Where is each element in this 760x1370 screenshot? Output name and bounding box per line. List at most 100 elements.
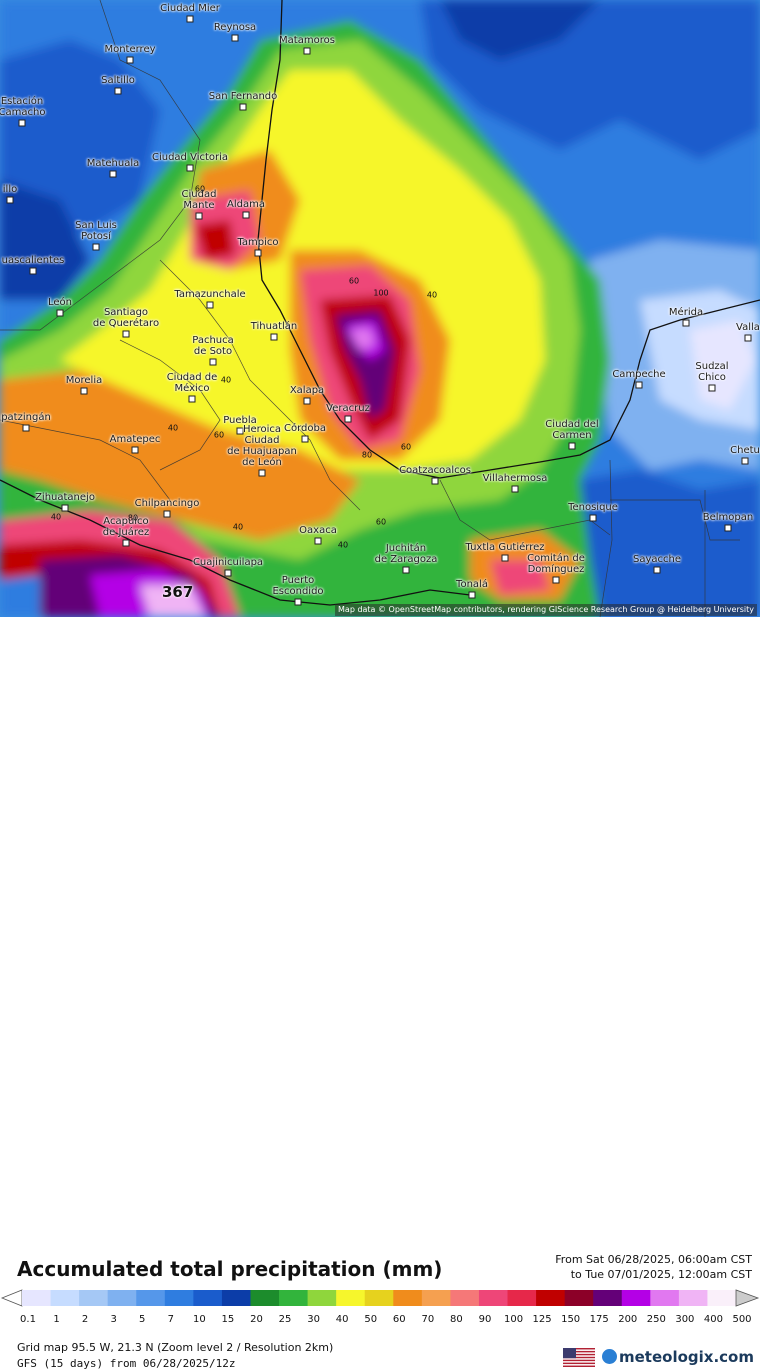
- city-marker: [224, 569, 232, 577]
- scale-tick-label: 7: [167, 1314, 174, 1325]
- city-marker: [258, 469, 266, 477]
- city-marker: [708, 384, 716, 392]
- city-label: Morelia: [65, 375, 103, 386]
- scale-tick-label: 175: [589, 1314, 609, 1325]
- city-label: Xalapa: [289, 385, 325, 396]
- city-marker: [236, 427, 244, 435]
- city-marker: [126, 56, 134, 64]
- city-marker: [56, 309, 64, 317]
- scale-swatch: [250, 1290, 280, 1306]
- contour-label: 40: [426, 290, 438, 300]
- scale-swatch: [221, 1290, 251, 1306]
- scale-swatch: [564, 1290, 594, 1306]
- period-to: to Tue 07/01/2025, 12:00am CST: [570, 1268, 752, 1281]
- city-marker: [122, 330, 130, 338]
- period-from: From Sat 06/28/2025, 06:00am CST: [555, 1253, 752, 1266]
- scale-tick-label: 15: [221, 1314, 235, 1325]
- city-label: Pachuca de Soto: [192, 335, 234, 357]
- city-marker: [682, 319, 690, 327]
- grid-info: Grid map 95.5 W, 21.3 N (Zoom level 2 / …: [17, 1341, 334, 1354]
- scale-swatch: [536, 1290, 566, 1306]
- scale-swatch: [336, 1290, 366, 1306]
- city-marker: [653, 566, 661, 574]
- city-label: uascalientes: [1, 255, 65, 266]
- city-marker: [29, 267, 37, 275]
- scale-tick-label: 20: [250, 1314, 263, 1325]
- city-label: Acapulco de Juárez: [102, 516, 150, 538]
- city-marker: [724, 524, 732, 532]
- scale-tick-label: 3: [110, 1314, 117, 1325]
- scale-low-arrow: [0, 1289, 23, 1307]
- precipitation-field: [0, 0, 760, 617]
- contour-label: 40: [220, 375, 232, 385]
- city-marker: [109, 170, 117, 178]
- scale-tick-label: 1: [53, 1314, 60, 1325]
- city-marker: [303, 397, 311, 405]
- map-attribution[interactable]: Map data © OpenStreetMap contributors, r…: [335, 604, 757, 616]
- city-marker: [301, 435, 309, 443]
- globe-icon: [602, 1349, 617, 1364]
- precipitation-map[interactable]: Ciudad Mier Reynosa Matamoros Monterrey Salt…: [0, 0, 760, 617]
- brand-logo[interactable]: meteologix.com: [602, 1348, 754, 1366]
- city-label: Tampico: [237, 237, 279, 248]
- scale-tick-label: 200: [618, 1314, 638, 1325]
- contour-label: 40: [337, 540, 349, 550]
- scale-tick-label: 70: [421, 1314, 435, 1325]
- city-marker: [294, 598, 302, 606]
- city-marker: [114, 87, 122, 95]
- city-label: Puerto Escondido: [272, 575, 324, 597]
- city-marker: [242, 211, 250, 219]
- city-label: Tonalá: [456, 579, 488, 590]
- city-marker: [122, 539, 130, 547]
- scale-swatch: [650, 1290, 680, 1306]
- city-label: Oaxaca: [299, 525, 337, 536]
- city-label: Chetu: [730, 445, 760, 456]
- city-label: Córdoba: [284, 423, 326, 434]
- scale-swatch: [193, 1290, 223, 1306]
- city-label: Matehuala: [86, 158, 140, 169]
- city-marker: [344, 415, 352, 423]
- scale-swatch: [478, 1290, 509, 1306]
- scale-tick-label: 100: [503, 1314, 524, 1325]
- city-marker: [568, 442, 576, 450]
- max-value-label: 367: [162, 583, 194, 601]
- contour-label: 60: [194, 184, 206, 194]
- scale-swatch: [507, 1290, 537, 1306]
- scale-swatch: [364, 1290, 394, 1306]
- city-label: Ciudad del Carmen: [545, 419, 599, 441]
- contour-label: 40: [50, 512, 62, 522]
- city-label: Cuajinicuilapa: [192, 557, 264, 568]
- contour-label: 60: [375, 517, 387, 527]
- city-label: Ciudad de México: [166, 372, 218, 394]
- contour-label: 60: [348, 276, 360, 286]
- scale-high-arrow: [735, 1289, 760, 1307]
- city-marker: [231, 34, 239, 42]
- scale-swatch: [164, 1290, 194, 1306]
- city-label: Valla: [736, 322, 760, 333]
- scale-tick-label: 300: [675, 1314, 695, 1325]
- scale-tick-label: 25: [278, 1314, 292, 1325]
- scale-swatch: [707, 1290, 737, 1306]
- city-marker: [22, 424, 30, 432]
- contour-label: 80: [127, 513, 139, 523]
- legend-footer: Accumulated total precipitation (mm) Fro…: [0, 617, 760, 1370]
- city-marker: [186, 15, 194, 23]
- city-label: Veracruz: [326, 403, 370, 414]
- city-marker: [188, 395, 196, 403]
- city-label: Coatzacoalcos: [399, 465, 471, 476]
- scale-tick-label: 2: [81, 1314, 89, 1325]
- city-label: Reynosa: [213, 22, 257, 33]
- scale-swatch: [22, 1290, 52, 1306]
- scale-swatch: [450, 1290, 480, 1306]
- contour-label: 40: [167, 423, 179, 433]
- city-marker: [80, 387, 88, 395]
- city-marker: [186, 164, 194, 172]
- contour-label: 40: [232, 522, 244, 532]
- us-flag-icon[interactable]: [563, 1348, 595, 1367]
- scale-tick-label: 125: [532, 1314, 552, 1325]
- scale-swatch: [50, 1290, 80, 1306]
- city-marker: [744, 334, 752, 342]
- contour-label: 80: [361, 450, 373, 460]
- city-marker: [552, 576, 560, 584]
- contour-label: 60: [400, 442, 412, 452]
